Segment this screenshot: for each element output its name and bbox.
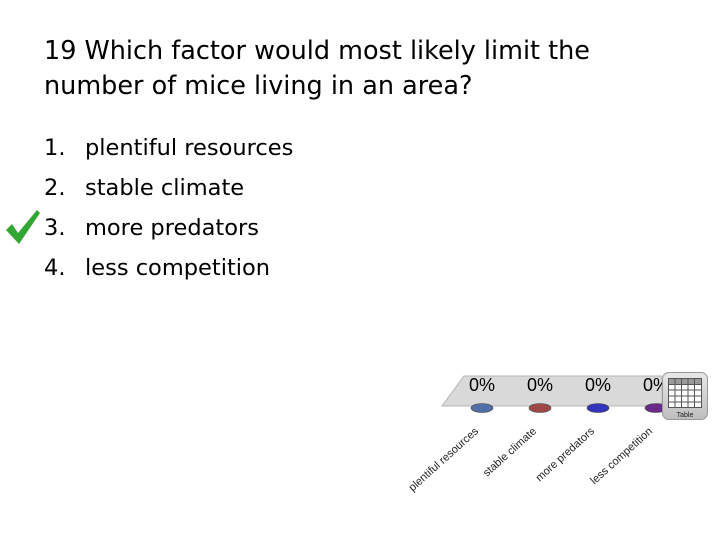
- question-text: 19 Which factor would most likely limit …: [44, 34, 684, 104]
- answer-option-3[interactable]: 3. more predators: [44, 208, 293, 248]
- response-chart: 0% plentiful resources 0% stable climate 0% m…: [407, 375, 662, 494]
- question-line-2: number of mice living in an area?: [44, 71, 473, 101]
- table-grid-icon: [668, 378, 702, 408]
- answer-option-2[interactable]: 2. stable climate: [44, 168, 293, 208]
- answer-list: 1. plentiful resources 2. stable climate 3…: [44, 128, 293, 288]
- chart-value-label: 0%: [643, 375, 662, 395]
- checkmark-icon: [6, 210, 40, 244]
- chart-value-label: 0%: [585, 375, 611, 395]
- answer-number: 4.: [44, 255, 66, 281]
- answer-number: 3.: [44, 215, 66, 241]
- answer-label: stable climate: [85, 175, 245, 201]
- chart-floor: [441, 375, 662, 407]
- answer-number: 2.: [44, 175, 66, 201]
- chart-bar: [470, 403, 494, 413]
- answer-option-4[interactable]: 4. less competition: [44, 248, 293, 288]
- chart-category-label: stable climate: [481, 425, 539, 479]
- answer-label: less competition: [85, 255, 271, 281]
- chart-bar: [644, 403, 662, 413]
- chart-bar: [586, 403, 610, 413]
- table-button[interactable]: Table: [662, 372, 708, 420]
- chart-category-label: plentiful resources: [407, 425, 482, 494]
- answer-option-1[interactable]: 1. plentiful resources: [44, 128, 293, 168]
- chart-bar: [528, 403, 552, 413]
- answer-number: 1.: [44, 135, 66, 161]
- chart-category-label: less competition: [588, 425, 655, 487]
- chart-value-label: 0%: [527, 375, 553, 395]
- answer-label: more predators: [85, 215, 259, 241]
- question-line-1: 19 Which factor would most likely limit …: [44, 36, 590, 66]
- chart-value-label: 0%: [469, 375, 495, 395]
- chart-category-label: more predators: [534, 425, 598, 484]
- table-button-label: Table: [676, 412, 694, 419]
- answer-label: plentiful resources: [85, 135, 294, 161]
